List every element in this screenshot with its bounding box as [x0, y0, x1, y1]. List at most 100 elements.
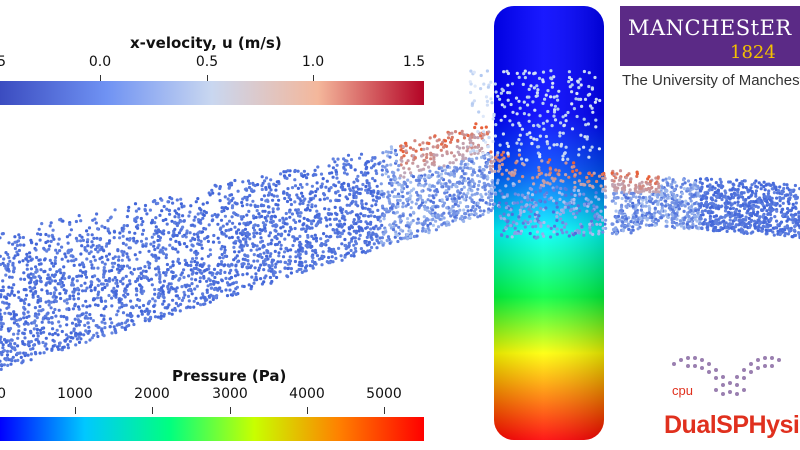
fluid-particle [517, 148, 522, 152]
fluid-particle [95, 331, 99, 335]
fluid-particle [200, 257, 204, 261]
fluid-particle [786, 193, 790, 197]
fluid-particle [143, 316, 147, 320]
fluid-particle [398, 218, 402, 222]
fluid-particle [90, 240, 94, 244]
fluid-particle [550, 124, 554, 128]
fluid-particle [406, 202, 410, 206]
fluid-particle [488, 154, 492, 158]
fluid-particle [279, 172, 283, 176]
fluid-particle [164, 270, 168, 275]
fluid-particle [133, 219, 137, 223]
fluid-particle [0, 312, 2, 316]
fluid-particle [405, 237, 410, 241]
fluid-particle [621, 228, 625, 232]
fluid-particle [444, 144, 449, 148]
fluid-particle [293, 184, 298, 188]
fluid-particle [5, 349, 10, 353]
fluid-particle [728, 180, 732, 184]
fluid-particle [325, 179, 329, 183]
fluid-particle [325, 218, 329, 222]
fluid-particle [695, 226, 699, 230]
fluid-particle [549, 196, 553, 200]
fluid-particle [678, 198, 682, 202]
fluid-particle [441, 203, 445, 207]
fluid-particle [791, 206, 795, 210]
fluid-particle [100, 287, 105, 291]
fluid-particle [197, 242, 201, 246]
fluid-particle [656, 219, 660, 223]
fluid-particle [782, 182, 786, 186]
fluid-particle [657, 184, 661, 189]
fluid-particle [135, 289, 139, 293]
fluid-particle [216, 262, 221, 266]
fluid-particle [462, 136, 467, 140]
fluid-particle [440, 142, 444, 146]
fluid-particle [64, 255, 68, 259]
fluid-particle [257, 212, 261, 216]
fluid-particle [390, 181, 394, 185]
fluid-particle [506, 98, 510, 102]
fluid-particle [327, 207, 331, 211]
fluid-particle [7, 285, 11, 289]
fluid-particle [473, 145, 477, 149]
fluid-particle [298, 202, 302, 206]
fluid-particle [264, 186, 268, 190]
fluid-particle [624, 176, 628, 180]
fluid-particle [245, 272, 249, 276]
fluid-particle [600, 172, 604, 177]
fluid-particle [190, 243, 194, 247]
fluid-particle [182, 275, 186, 279]
fluid-particle [229, 268, 233, 272]
fluid-particle [351, 199, 355, 203]
fluid-particle [442, 216, 446, 220]
fluid-particle [718, 216, 722, 220]
fluid-particle [220, 279, 224, 283]
fluid-particle [648, 179, 653, 184]
fluid-particle [227, 185, 232, 189]
fluid-particle [795, 195, 800, 199]
fluid-particle [478, 165, 482, 169]
fluid-particle [224, 288, 228, 292]
fluid-particle [423, 205, 427, 209]
fluid-particle [534, 224, 538, 228]
fluid-particle [232, 258, 236, 262]
fluid-particle [788, 191, 793, 195]
fluid-particle [331, 260, 335, 264]
fluid-particle [24, 293, 29, 297]
fluid-particle [611, 222, 615, 226]
fluid-particle [517, 99, 521, 103]
fluid-particle [486, 85, 490, 89]
fluid-particle [546, 224, 550, 228]
fluid-particle [162, 204, 166, 209]
fluid-particle [526, 191, 530, 195]
fluid-particle [21, 259, 25, 263]
fluid-particle [120, 325, 124, 329]
fluid-particle [769, 228, 773, 232]
fluid-particle [517, 75, 521, 79]
fluid-particle [434, 228, 438, 232]
fluid-particle [16, 351, 21, 355]
fluid-particle [4, 273, 8, 277]
fluid-particle [694, 208, 698, 213]
fluid-particle [42, 351, 46, 355]
fluid-particle [175, 198, 179, 202]
fluid-particle [526, 198, 530, 202]
fluid-particle [113, 276, 117, 280]
fluid-particle [352, 254, 356, 258]
fluid-particle [170, 197, 174, 201]
fluid-particle [624, 199, 628, 203]
fluid-particle [522, 209, 526, 213]
fluid-particle [670, 220, 675, 224]
fluid-particle [371, 198, 375, 202]
fluid-particle [0, 236, 2, 240]
fluid-particle [127, 258, 131, 262]
fluid-particle [26, 322, 30, 326]
fluid-particle [234, 263, 238, 267]
fluid-particle [399, 174, 403, 178]
fluid-particle [420, 229, 425, 233]
fluid-particle [760, 208, 764, 212]
fluid-particle [416, 164, 420, 168]
fluid-particle [398, 236, 402, 240]
fluid-particle [400, 188, 404, 192]
